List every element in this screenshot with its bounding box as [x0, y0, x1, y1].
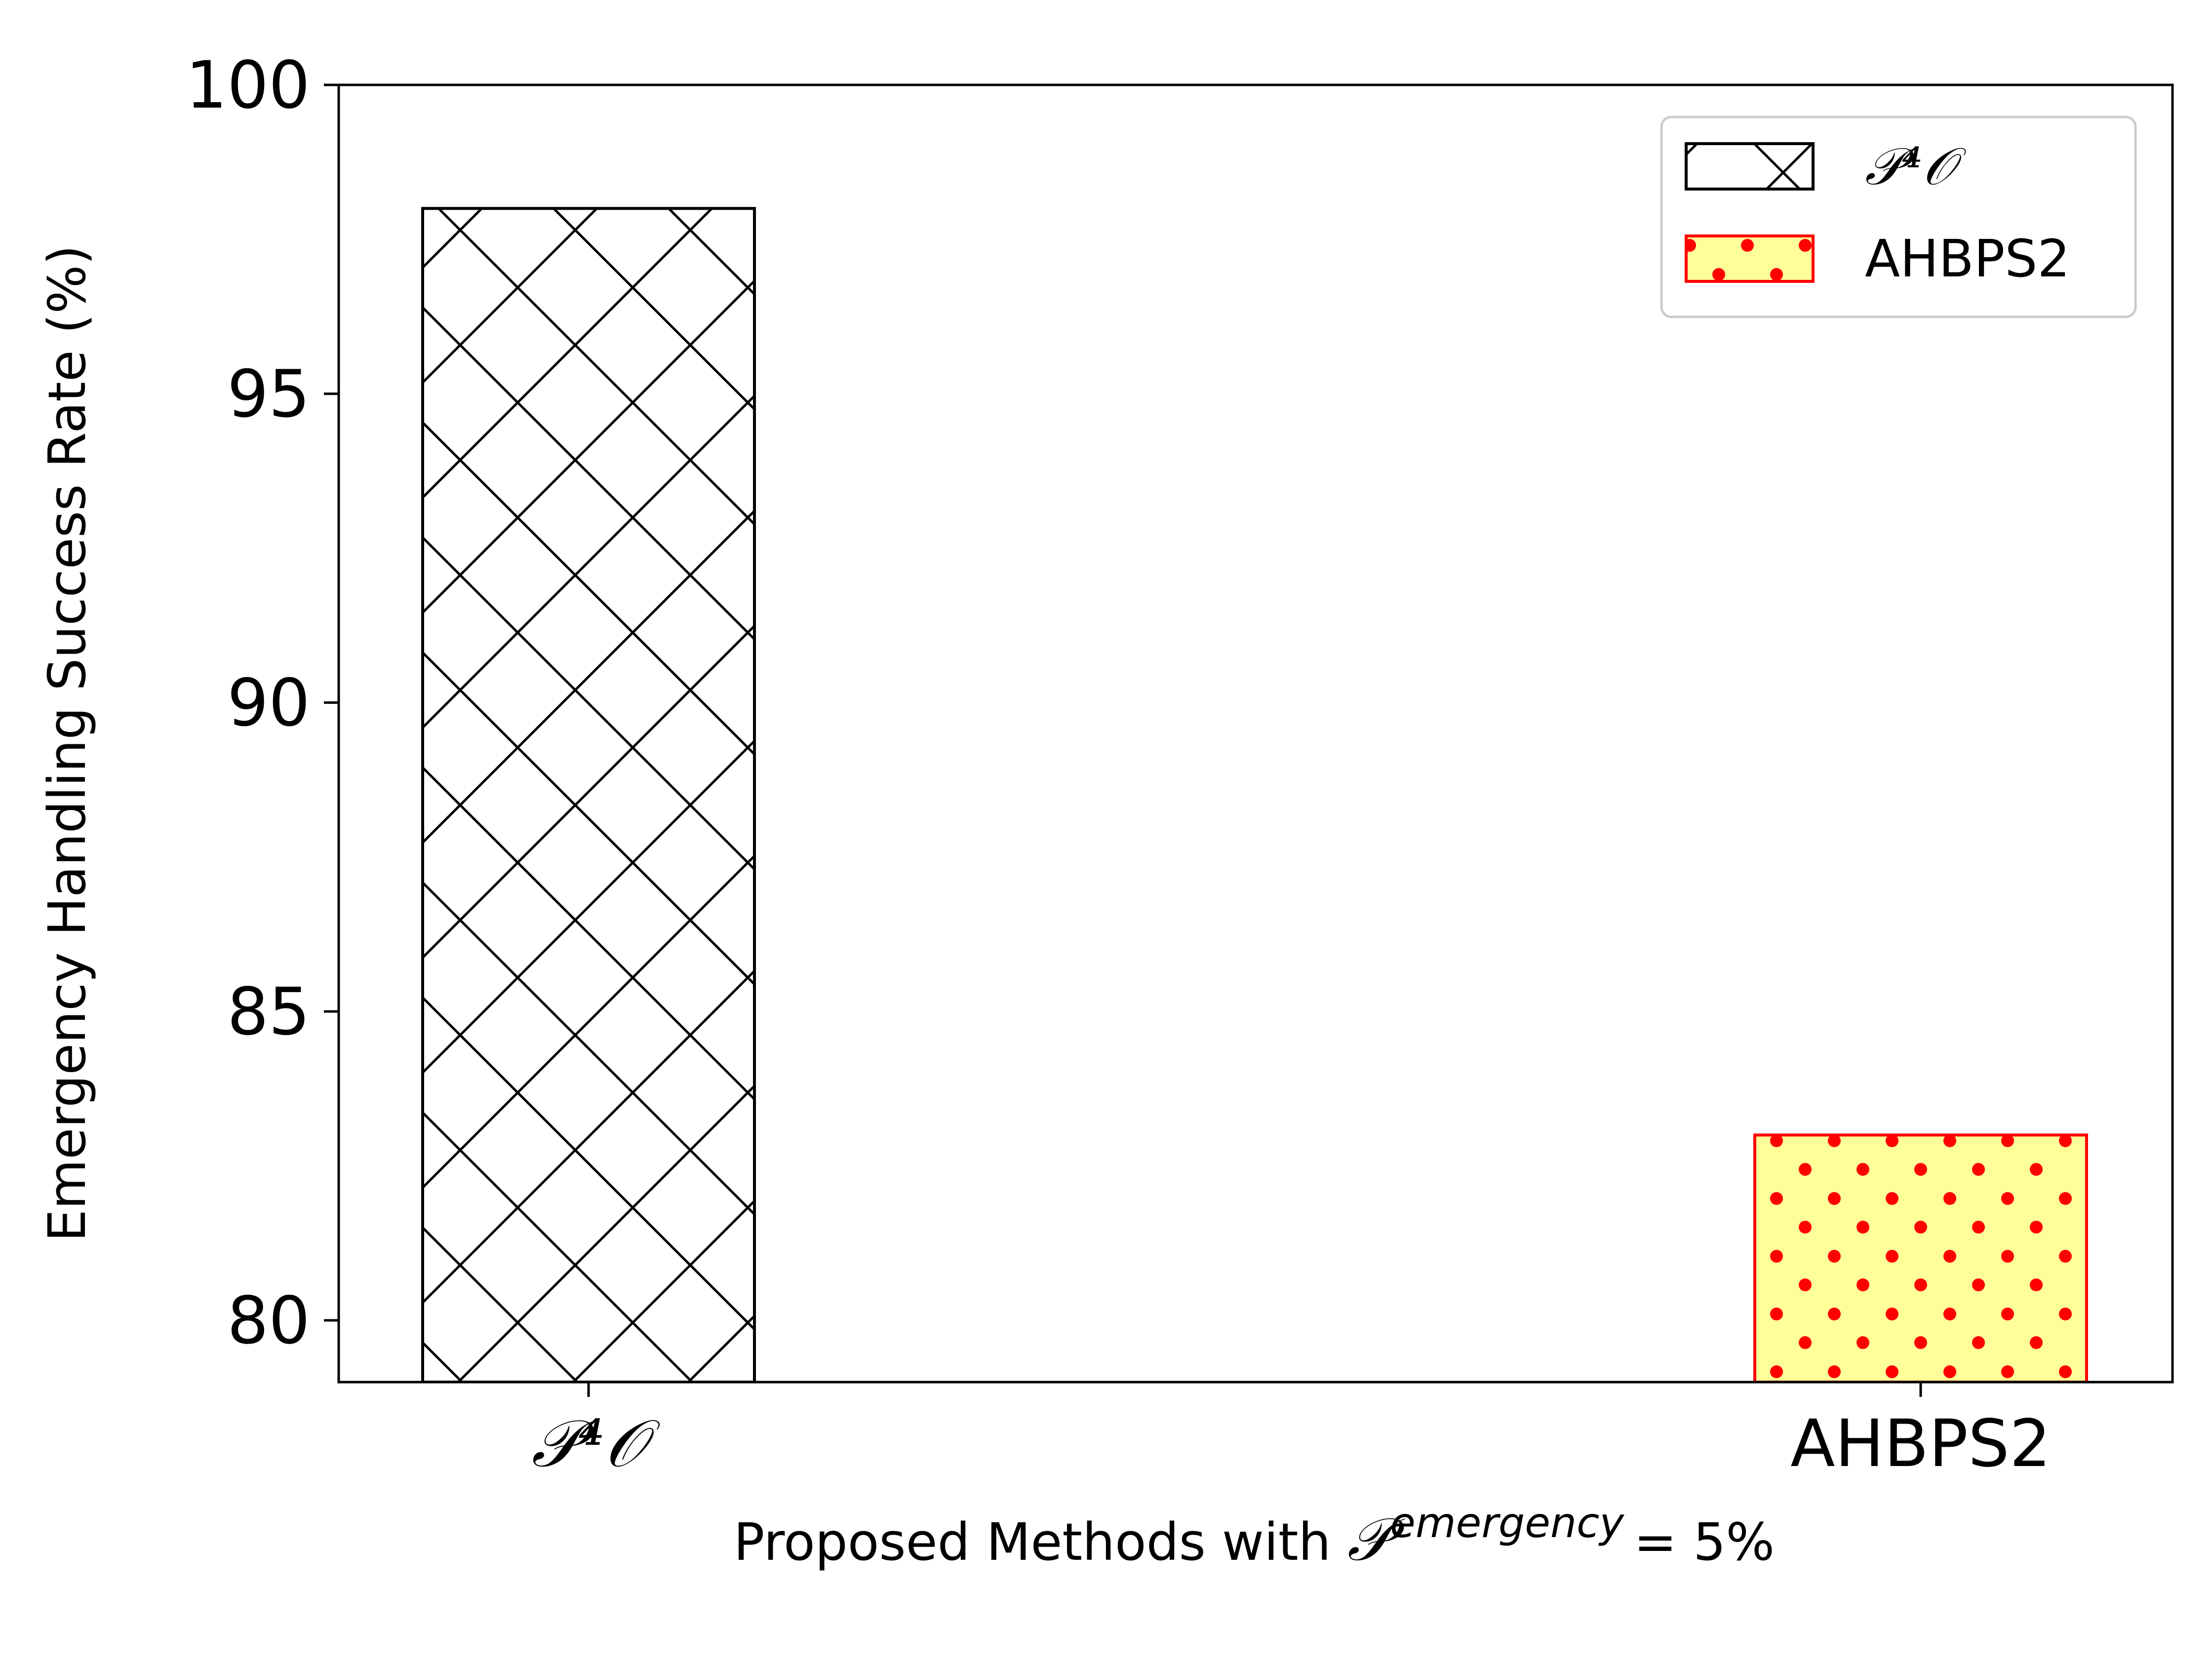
- y-tick-label: 100: [186, 47, 310, 123]
- bar-p4o: [421, 207, 756, 1382]
- bar-ahbps2: [1753, 1133, 2088, 1382]
- x-axis-label-prefix: Proposed Methods with: [734, 1512, 1347, 1572]
- bars-layer: [421, 207, 2088, 1382]
- legend: 𝒫⁴𝒪 AHBPS2: [1660, 116, 2137, 318]
- legend-swatch-ahbps2: [1685, 234, 1815, 283]
- y-tick-label: 85: [227, 974, 310, 1050]
- y-axis-label: Emergency Handling Success Rate (%): [37, 245, 97, 1241]
- y-tick-label: 95: [227, 356, 310, 432]
- legend-swatch-p4o: [1685, 142, 1815, 191]
- x-tick-label-ahbps2: AHBPS2: [1790, 1406, 2051, 1482]
- x-axis-label: Proposed Methods with 𝒫emergency = 5%: [734, 1499, 1775, 1574]
- y-axis: 80 85 90 95 100: [186, 47, 339, 1359]
- x-tick-label-p4o: 𝒫⁴𝒪: [531, 1406, 660, 1482]
- x-axis-label-superscript: emergency: [1390, 1499, 1624, 1547]
- plot-area-frame: [337, 83, 2174, 1384]
- legend-label-ahbps2: AHBPS2: [1865, 229, 2070, 289]
- y-tick-label: 80: [227, 1283, 310, 1359]
- x-axis: 𝒫⁴𝒪 AHBPS2: [531, 1382, 2051, 1482]
- y-tick-label: 90: [227, 665, 310, 741]
- legend-label-p4o: 𝒫⁴𝒪: [1865, 136, 1967, 196]
- x-axis-label-suffix: = 5%: [1634, 1512, 1775, 1572]
